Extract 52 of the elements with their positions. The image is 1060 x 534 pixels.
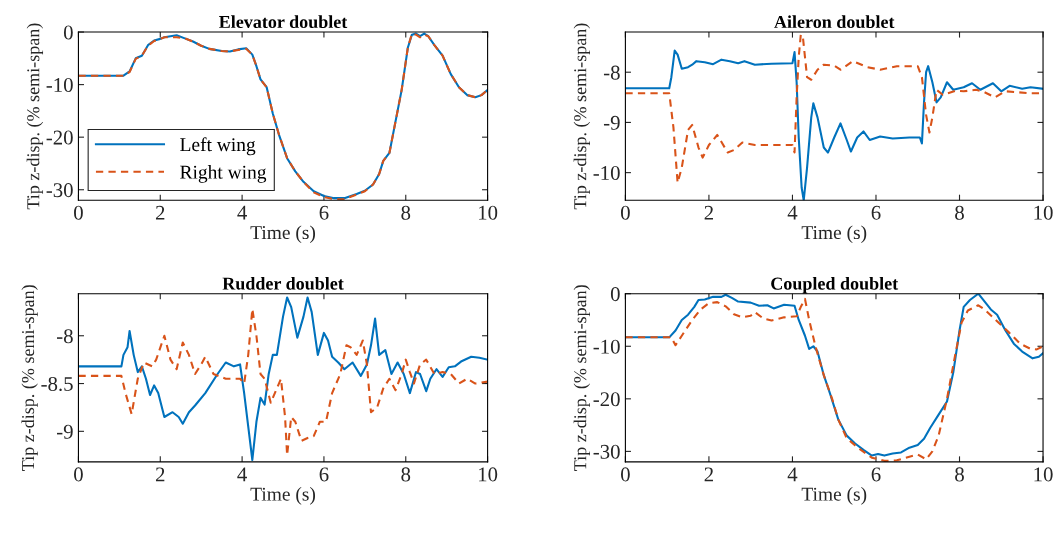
x-tick-label: 6 — [319, 205, 329, 220]
x-tick-label: 0 — [74, 467, 83, 482]
y-tick-label: -10 — [593, 166, 620, 181]
chart-title: Aileron doublet — [774, 15, 895, 29]
y-tick-label: -20 — [593, 392, 620, 407]
y-tick-label: -8 — [603, 65, 620, 80]
x-tick-label: 10 — [479, 205, 498, 220]
x-tick-label: 10 — [1034, 467, 1053, 482]
legend-label: Left wing — [180, 137, 256, 156]
legend-label: Right wing — [180, 165, 267, 183]
chart-title: Coupled doublet — [771, 277, 899, 294]
x-tick-label: 2 — [704, 205, 713, 220]
y-tick-label: -9 — [57, 424, 73, 439]
y-tick-label: -10 — [593, 339, 620, 354]
x-tick-label: 4 — [237, 205, 247, 220]
x-tick-label: 8 — [401, 467, 411, 482]
x-axis-title: Time (s) — [801, 487, 867, 505]
x-tick-label: 8 — [401, 205, 411, 220]
y-tick-label: -8 — [57, 329, 73, 344]
y-tick-label: -20 — [46, 130, 73, 145]
y-axis-title: Tip z-disp. (% semi-span) — [573, 285, 590, 471]
x-tick-label: 6 — [319, 467, 329, 482]
x-tick-label: 4 — [237, 467, 247, 482]
y-tick-label: 0 — [63, 25, 73, 40]
x-tick-label: 0 — [74, 205, 83, 220]
x-tick-label: 2 — [155, 467, 165, 482]
x-tick-label: 4 — [787, 205, 798, 220]
y-axis-title: Tip z-disp. (% semi-span) — [21, 285, 38, 471]
x-tick-label: 6 — [871, 205, 881, 220]
chart-title: Elevator doublet — [219, 15, 348, 29]
x-tick-label: 2 — [704, 467, 713, 482]
y-tick-label: 0 — [610, 287, 620, 302]
x-tick-label: 0 — [620, 467, 630, 482]
y-tick-label: -10 — [46, 77, 73, 93]
y-tick-label: -30 — [593, 444, 620, 459]
chart-title: Rudder doublet — [222, 277, 344, 290]
x-tick-label: 10 — [479, 467, 498, 482]
x-axis-title: Time (s) — [250, 225, 316, 244]
x-axis-title: Time (s) — [801, 225, 867, 244]
y-tick-label: -30 — [46, 183, 73, 198]
x-tick-label: 4 — [787, 467, 798, 482]
x-tick-label: 10 — [1034, 205, 1053, 220]
x-tick-label: 0 — [620, 205, 630, 220]
y-tick-label: -9 — [603, 115, 620, 130]
x-tick-label: 2 — [155, 205, 165, 220]
x-axis-title: Time (s) — [250, 487, 316, 505]
y-tick-label: -8.5 — [41, 376, 73, 392]
x-tick-label: 6 — [871, 467, 881, 482]
y-axis-title: Tip z-disp. (% semi-span) — [573, 23, 590, 210]
y-axis-title: Tip z-disp. (% semi-span) — [26, 23, 44, 210]
x-tick-label: 8 — [955, 205, 964, 220]
x-tick-label: 8 — [955, 467, 964, 482]
